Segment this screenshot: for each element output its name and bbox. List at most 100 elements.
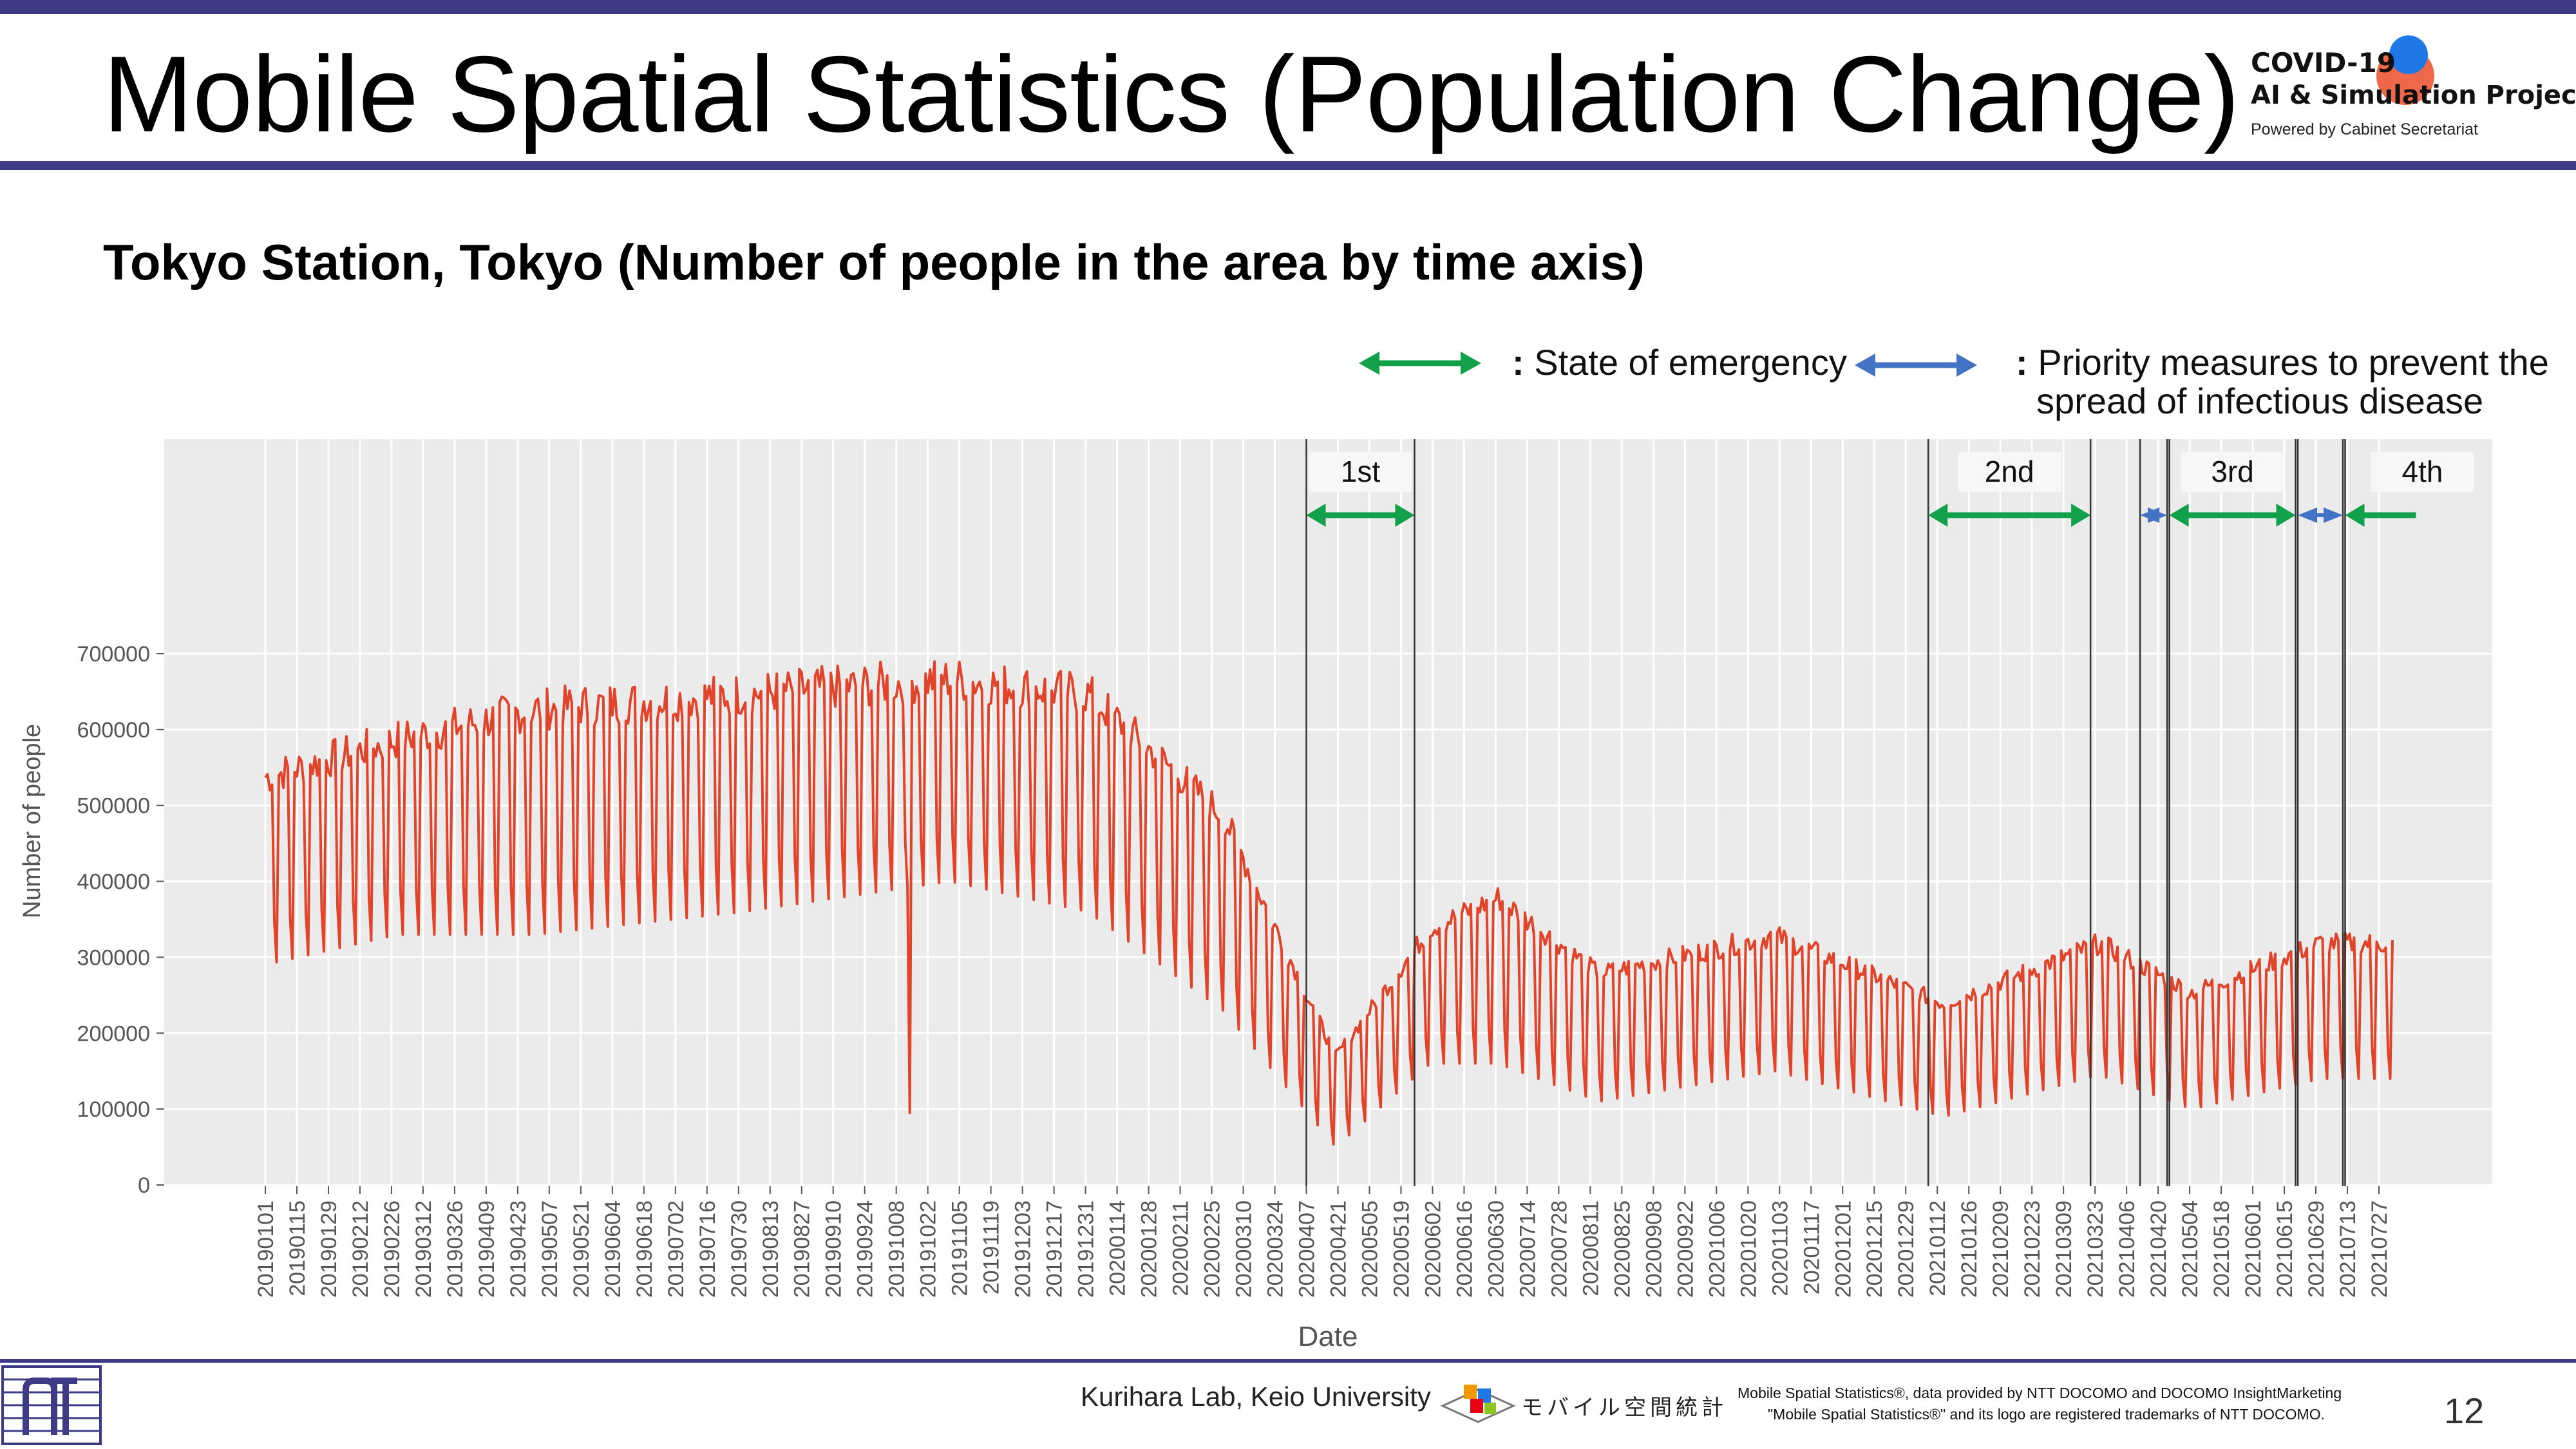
x-tick-label: 20190212 <box>348 1200 373 1298</box>
period-arrow-head <box>2169 504 2189 527</box>
x-tick-label: 20200714 <box>1515 1200 1540 1298</box>
period-label: 3rd <box>2211 455 2253 488</box>
period-arrow-head <box>2071 504 2091 527</box>
x-tick-label: 20190101 <box>254 1200 278 1298</box>
footer-rule <box>0 1359 2576 1363</box>
x-tick-label: 20200728 <box>1547 1200 1571 1298</box>
x-tick-label: 20200324 <box>1264 1200 1288 1298</box>
x-tick-label: 20210713 <box>2336 1200 2360 1298</box>
x-tick-label: 20200630 <box>1484 1200 1508 1298</box>
x-tick-label: 20200225 <box>1200 1200 1225 1298</box>
y-tick-label: 500000 <box>77 794 150 819</box>
x-tick-label: 20210309 <box>2052 1200 2076 1298</box>
x-tick-label: 20200825 <box>1610 1200 1634 1298</box>
period-arrow-head <box>2324 507 2344 523</box>
population-line-chart: 0 100000 200000 300000 400000 500000 600000 700… <box>0 425 2576 1352</box>
x-tick-label: 20210727 <box>2367 1200 2392 1298</box>
x-tick-label: 20190409 <box>475 1200 499 1298</box>
x-axis-label: Date <box>1298 1321 1358 1352</box>
period-label-box <box>1309 452 1412 492</box>
footer-trademark-note: "Mobile Spatial Statistics®" and its log… <box>1768 1406 2325 1423</box>
x-tick-label: 20191203 <box>1011 1200 1036 1298</box>
x-tick-label: 20190910 <box>822 1200 846 1298</box>
chart-legend: : State of emergency : Priority measures… <box>1359 336 2570 433</box>
x-tick-label: 20190312 <box>412 1200 436 1298</box>
x-tick-label: 20200128 <box>1137 1200 1162 1298</box>
x-tick-label: 20190507 <box>538 1200 562 1298</box>
keio-lab-logo-icon <box>1 1365 102 1445</box>
x-tick-label: 20210518 <box>2210 1200 2234 1298</box>
x-tick-label: 20200519 <box>1389 1200 1414 1298</box>
x-tick-label: 20191022 <box>916 1200 941 1298</box>
period-label-box <box>2181 452 2284 492</box>
x-tick-label: 20190521 <box>569 1200 594 1298</box>
legend-priority-label-line1: Priority measures to prevent the <box>2038 342 2549 383</box>
legend-emergency-label: State of emergency <box>1534 342 1847 383</box>
x-tick-label: 20201006 <box>1705 1200 1729 1298</box>
x-tick-label: 20200602 <box>1421 1200 1445 1298</box>
period-arrow-head <box>1928 504 1948 527</box>
period-label-box <box>1958 452 2061 492</box>
x-tick-label: 20201229 <box>1894 1200 1918 1298</box>
x-tick-label: 20200114 <box>1106 1200 1130 1296</box>
x-tick-label: 20191231 <box>1074 1200 1099 1298</box>
slide-subtitle: Tokyo Station, Tokyo (Number of people i… <box>103 234 1645 290</box>
x-tick-label: 20210406 <box>2115 1200 2139 1298</box>
covid-ai-project-logo: COVID-19 AI & Simulation Project Powered… <box>2251 29 2576 151</box>
period-label-box <box>2371 452 2474 492</box>
period-arrow-head <box>2276 504 2296 527</box>
x-tick-label: 20201020 <box>1736 1200 1761 1298</box>
x-tick-label: 20201117 <box>1799 1200 1824 1294</box>
page-title: Mobile Spatial Statistics (Population Ch… <box>103 33 2240 155</box>
x-tick-label: 20210223 <box>2020 1200 2045 1298</box>
x-tick-label: 20210112 <box>1926 1200 1950 1296</box>
y-tick-label: 0 <box>138 1173 150 1198</box>
legend-priority-arrow-icon <box>1855 354 1977 377</box>
x-tick-label: 20190423 <box>506 1200 531 1298</box>
x-tick-label: 20200922 <box>1673 1200 1698 1298</box>
logo-line3: Powered by Cabinet Secretariat <box>2251 120 2478 138</box>
period-arrow-head <box>1306 504 1326 527</box>
logo-blue-circle-icon <box>2389 35 2428 74</box>
population-series-line <box>264 660 2394 1146</box>
docomo-logo-text: モバイル空間統計 <box>1521 1395 1727 1421</box>
footer-lab-name: Kurihara Lab, Keio University <box>1081 1381 1431 1412</box>
chart-svg: 0 100000 200000 300000 400000 500000 600000 700… <box>19 439 2492 1352</box>
logo-line1: COVID-19 <box>2251 47 2396 79</box>
x-tick-label: 20190813 <box>759 1200 783 1298</box>
y-tick-label: 100000 <box>77 1097 150 1122</box>
footer-data-credit: Mobile Spatial Statistics®, data provide… <box>1738 1385 2342 1401</box>
x-tick-label: 20200616 <box>1452 1200 1477 1298</box>
legend-arrows <box>1359 352 1977 377</box>
y-tick-label: 600000 <box>77 718 150 743</box>
title-rule <box>0 161 2576 170</box>
x-tick-label: 20190326 <box>443 1200 468 1298</box>
x-tick-label: 20201201 <box>1831 1200 1855 1298</box>
period-arrow-head <box>2345 504 2365 527</box>
logo-line2: AI & Simulation Project <box>2251 80 2576 110</box>
x-tick-label: 20190702 <box>664 1200 688 1298</box>
x-tick-label: 20190618 <box>632 1200 657 1298</box>
period-arrow-head <box>2148 507 2168 523</box>
x-tick-label: 20190730 <box>727 1200 752 1298</box>
period-label: 1st <box>1341 455 1381 488</box>
x-tick-label: 20191217 <box>1043 1200 1067 1298</box>
top-bar <box>0 0 2576 14</box>
x-tick-label: 20190129 <box>317 1200 341 1298</box>
x-tick-label: 20210629 <box>2304 1200 2329 1298</box>
x-tick-label: 20191119 <box>980 1200 1004 1294</box>
x-tick-label: 20191105 <box>948 1200 972 1296</box>
x-tick-label: 20200421 <box>1326 1200 1350 1298</box>
y-tick-label: 300000 <box>77 945 150 970</box>
x-tick-label: 20190115 <box>285 1200 310 1296</box>
x-tick-label: 20200211 <box>1169 1200 1193 1296</box>
x-tick-label: 20201103 <box>1768 1200 1792 1296</box>
x-tick-label: 20200811 <box>1578 1200 1603 1296</box>
x-tick-label: 20190924 <box>853 1200 878 1298</box>
x-tick-label: 20200505 <box>1358 1200 1382 1298</box>
x-tick-label: 20190604 <box>601 1200 625 1298</box>
x-tick-label: 20201215 <box>1862 1200 1887 1298</box>
legend-emergency-text: : State of emergency <box>1512 342 1847 383</box>
legend-priority-text: : Priority measures to prevent the <box>2016 342 2549 383</box>
period-label: 2nd <box>1985 455 2034 488</box>
